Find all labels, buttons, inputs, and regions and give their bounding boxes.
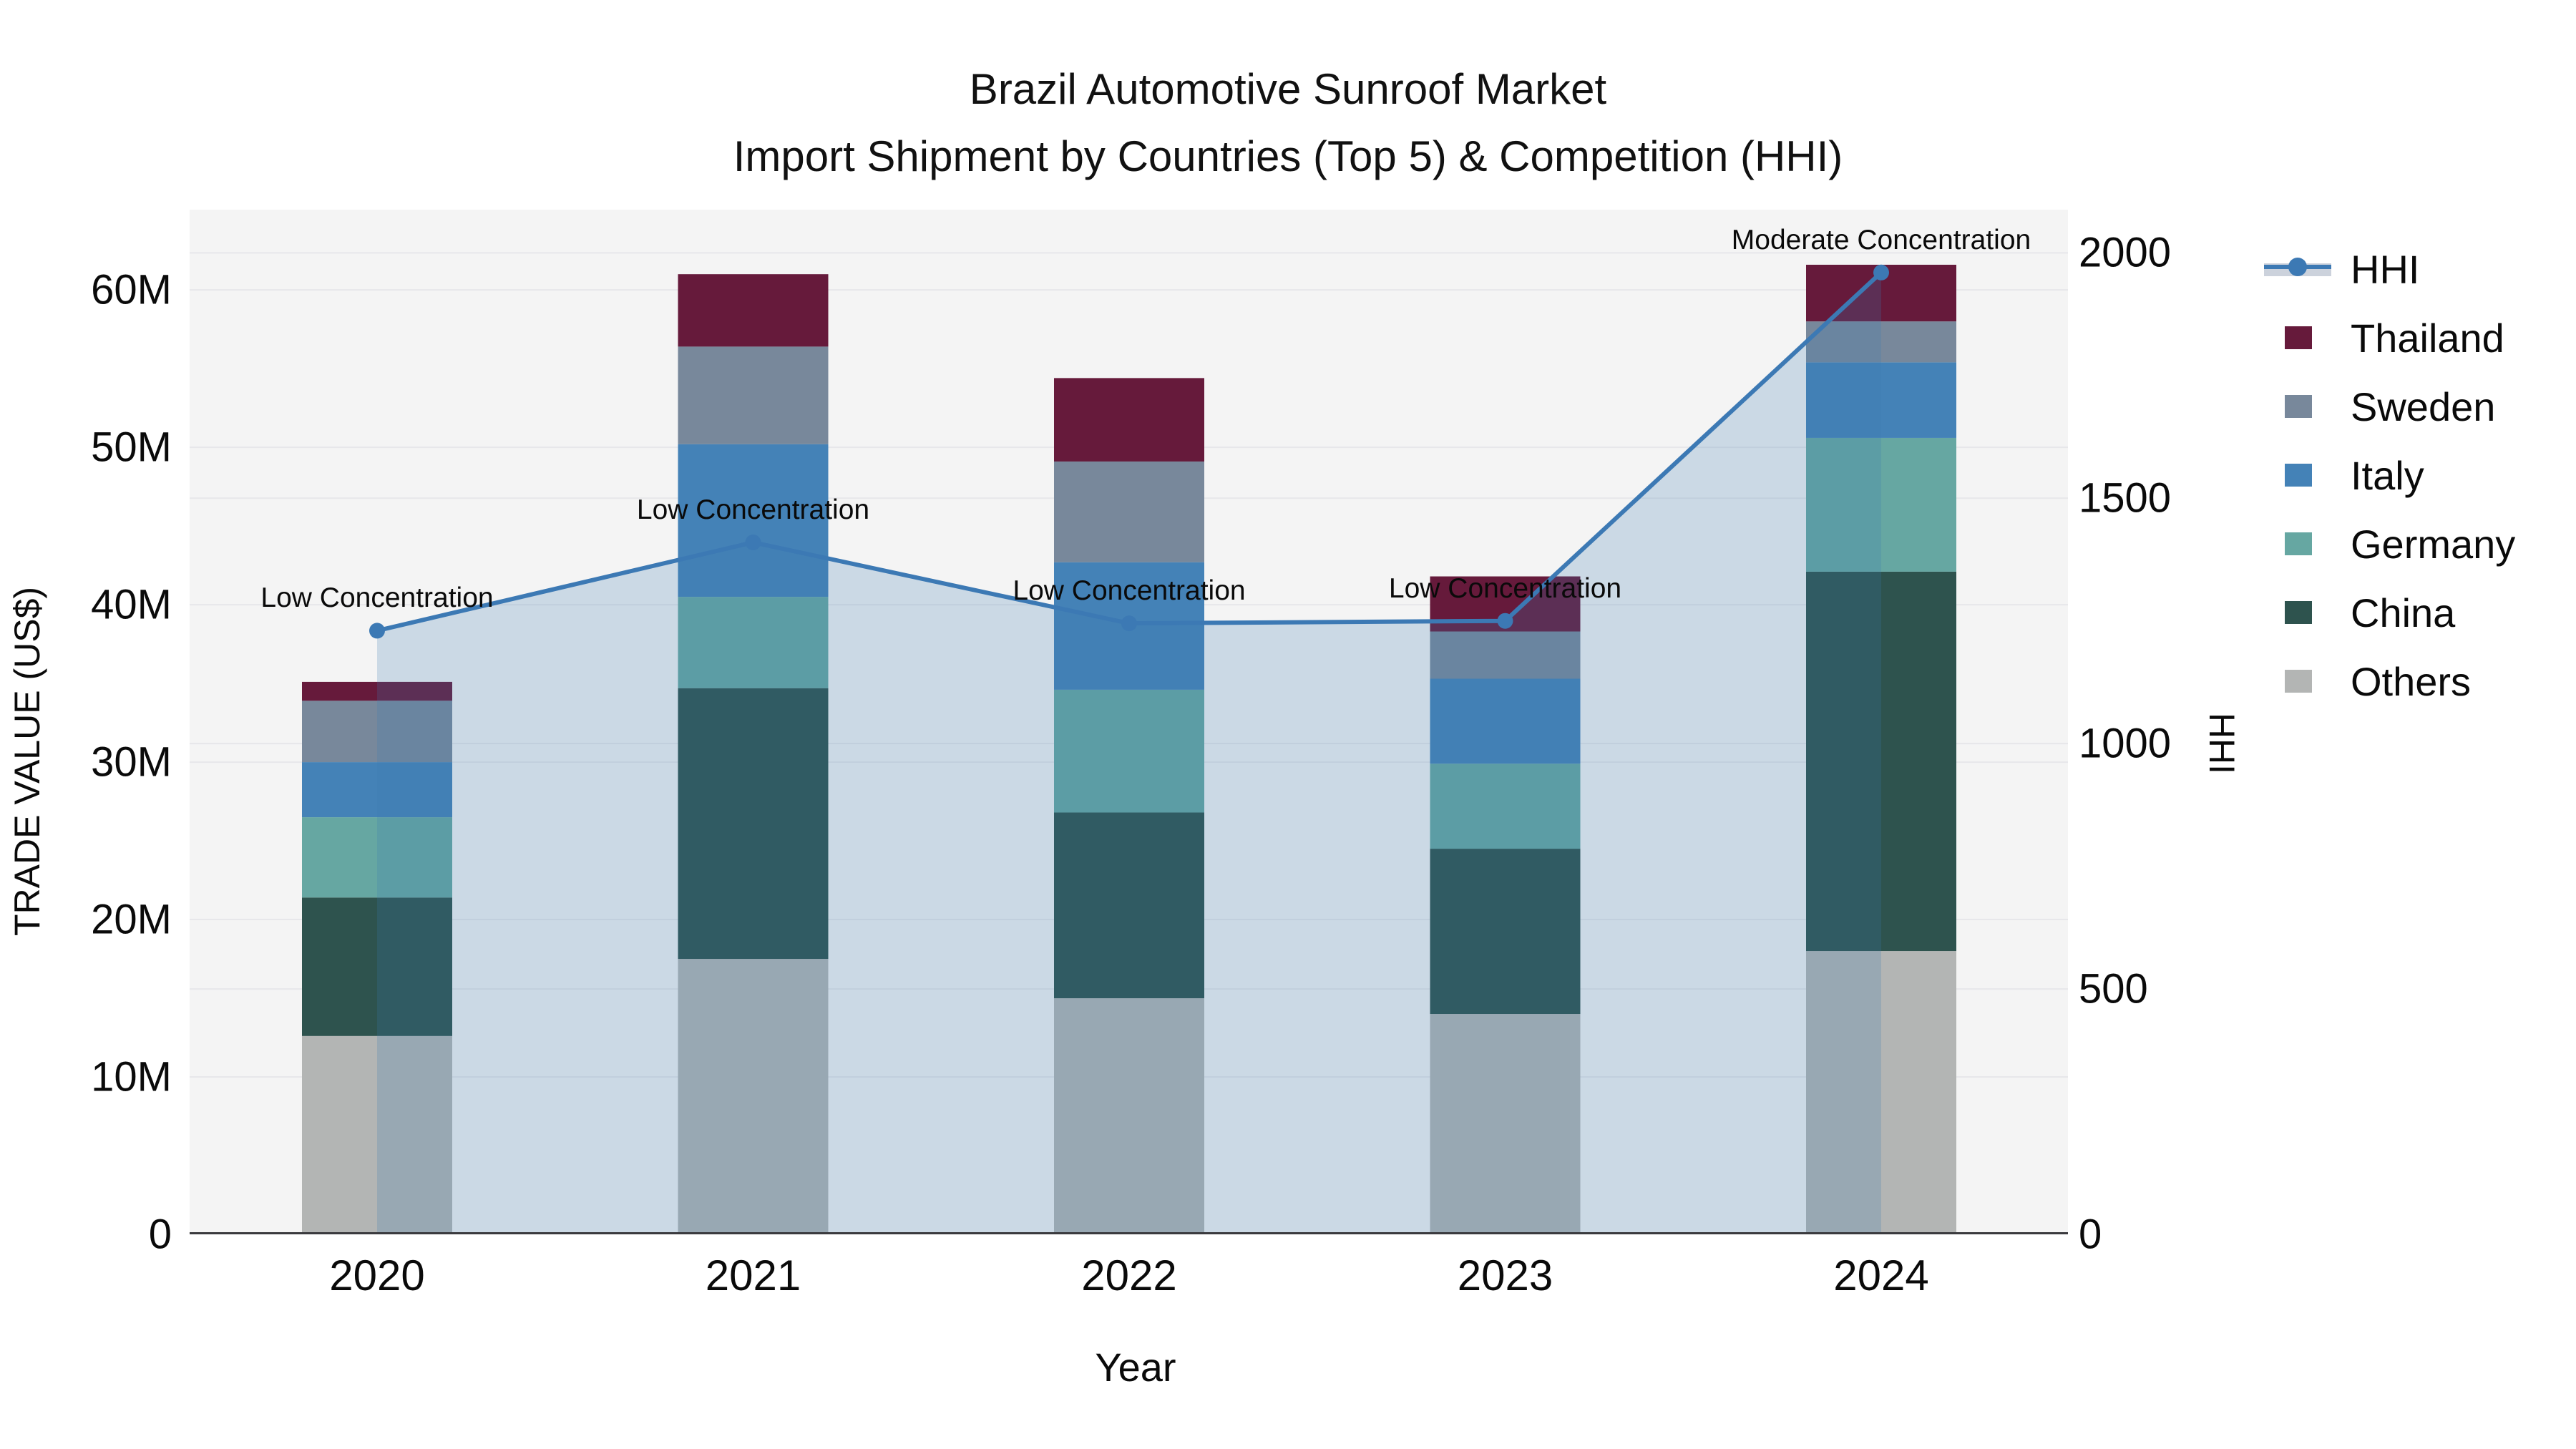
- y-left-tick-50M: 50M: [91, 424, 172, 471]
- y-left-tick-40M: 40M: [91, 581, 172, 628]
- y-right-tick-2000: 2000: [2079, 229, 2172, 276]
- legend: HHI Thailand Sweden Italy Germany China Others: [2261, 235, 2569, 716]
- legend-label-italy: Italy: [2351, 452, 2424, 498]
- y-left-tick-0: 0: [148, 1211, 172, 1258]
- swatch-china: [2285, 601, 2312, 624]
- bar-segment-germany-2020: [302, 817, 452, 898]
- hhi-marker-2022: [1121, 615, 1137, 632]
- chart-title-line2: Import Shipment by Countries (Top 5) & C…: [733, 132, 1843, 180]
- bar-segment-italy-2024: [1806, 362, 1956, 438]
- bar-segment-china-2020: [302, 897, 452, 1036]
- hhi-line-swatch-icon: [2261, 235, 2351, 303]
- x-tick-2024: 2024: [1833, 1252, 1929, 1299]
- legend-label-others: Others: [2351, 658, 2472, 704]
- bar-segment-others-2024: [1806, 951, 1956, 1234]
- hhi-marker-2020: [369, 623, 385, 639]
- legend-item-others[interactable]: Others: [2261, 647, 2569, 716]
- x-tick-2023: 2023: [1457, 1252, 1553, 1299]
- bar-segment-germany-2024: [1806, 437, 1956, 572]
- legend-label-hhi: HHI: [2351, 246, 2420, 292]
- bar-segment-china-2023: [1430, 849, 1581, 1015]
- bar-segment-sweden-2024: [1806, 321, 1956, 363]
- legend-item-germany[interactable]: Germany: [2261, 509, 2569, 578]
- legend-label-thailand: Thailand: [2351, 315, 2504, 361]
- bar-segment-others-2022: [1054, 998, 1204, 1234]
- hhi-marker-2023: [1497, 613, 1513, 629]
- bar-segment-sweden-2023: [1430, 631, 1581, 679]
- bar-segment-thailand-2020: [302, 681, 452, 701]
- hhi-marker-2024: [1873, 264, 1889, 280]
- x-tick-2021: 2021: [705, 1252, 801, 1299]
- y-axis-right-title: HHI: [2202, 712, 2242, 775]
- bar-segment-others-2021: [678, 959, 829, 1234]
- legend-label-china: China: [2351, 590, 2456, 635]
- series-swatch-icon: [2261, 441, 2351, 509]
- legend-item-china[interactable]: China: [2261, 578, 2569, 647]
- y-left-tick-20M: 20M: [91, 896, 172, 943]
- bar-segment-others-2020: [302, 1035, 452, 1234]
- series-swatch-icon: [2261, 509, 2351, 578]
- chart-title-line1: Brazil Automotive Sunroof Market: [969, 65, 1607, 113]
- hhi-area-fill: [377, 272, 1881, 1234]
- y-left-tick-10M: 10M: [91, 1053, 172, 1101]
- hhi-annotation-2024: Moderate Concentration: [1731, 224, 2031, 255]
- swatch-italy: [2285, 464, 2312, 487]
- y-right-tick-1500: 1500: [2079, 474, 2172, 522]
- y-axis-left-title: TRADE VALUE (US$): [7, 586, 47, 937]
- chart-canvas: [190, 252, 2068, 1234]
- y-left-tick-30M: 30M: [91, 738, 172, 786]
- bar-segment-germany-2023: [1430, 763, 1581, 849]
- chart-title: Brazil Automotive Sunroof Market Import …: [0, 56, 2576, 190]
- bar-segment-others-2023: [1430, 1014, 1581, 1234]
- bar-segment-italy-2020: [302, 762, 452, 818]
- y-right-tick-500: 500: [2079, 965, 2148, 1013]
- bar-segment-china-2024: [1806, 571, 1956, 952]
- legend-item-hhi[interactable]: HHI: [2261, 235, 2569, 303]
- bar-segment-germany-2021: [678, 597, 829, 688]
- legend-item-italy[interactable]: Italy: [2261, 441, 2569, 509]
- swatch-sweden: [2285, 395, 2312, 418]
- x-axis-title: Year: [1095, 1345, 1176, 1390]
- swatch-thailand: [2285, 326, 2312, 349]
- bar-segment-china-2021: [678, 688, 829, 960]
- swatch-germany: [2285, 532, 2312, 555]
- hhi-annotation-2020: Low Concentration: [260, 582, 494, 614]
- bar-segment-italy-2023: [1430, 678, 1581, 764]
- bar-segment-thailand-2022: [1054, 378, 1204, 462]
- bar-segment-thailand-2021: [678, 274, 829, 347]
- y-right-tick-0: 0: [2079, 1211, 2102, 1258]
- legend-item-thailand[interactable]: Thailand: [2261, 303, 2569, 372]
- bar-segment-germany-2022: [1054, 689, 1204, 813]
- plot-area: Low Concentration Low Concentration Low Co…: [190, 210, 2068, 1234]
- hhi-annotation-2021: Low Concentration: [636, 494, 870, 525]
- hhi-marker-2021: [745, 534, 761, 550]
- x-tick-2022: 2022: [1081, 1252, 1177, 1299]
- legend-item-sweden[interactable]: Sweden: [2261, 372, 2569, 441]
- series-swatch-icon: [2261, 372, 2351, 441]
- x-tick-2020: 2020: [329, 1252, 425, 1299]
- swatch-others: [2285, 670, 2312, 693]
- series-swatch-icon: [2261, 578, 2351, 647]
- legend-label-germany: Germany: [2351, 521, 2516, 567]
- bar-segment-china-2022: [1054, 812, 1204, 999]
- bar-segment-sweden-2020: [302, 701, 452, 763]
- hhi-annotation-2023: Low Concentration: [1388, 572, 1622, 604]
- bar-segment-sweden-2021: [678, 346, 829, 444]
- bar-segment-sweden-2022: [1054, 461, 1204, 562]
- legend-label-sweden: Sweden: [2351, 384, 2496, 429]
- hhi-annotation-2022: Low Concentration: [1013, 575, 1246, 607]
- y-right-tick-1000: 1000: [2079, 720, 2172, 767]
- hhi-marker-swatch: [2288, 258, 2307, 276]
- series-swatch-icon: [2261, 303, 2351, 372]
- bar-segment-italy-2021: [678, 444, 829, 597]
- series-swatch-icon: [2261, 647, 2351, 716]
- y-left-tick-60M: 60M: [91, 266, 172, 313]
